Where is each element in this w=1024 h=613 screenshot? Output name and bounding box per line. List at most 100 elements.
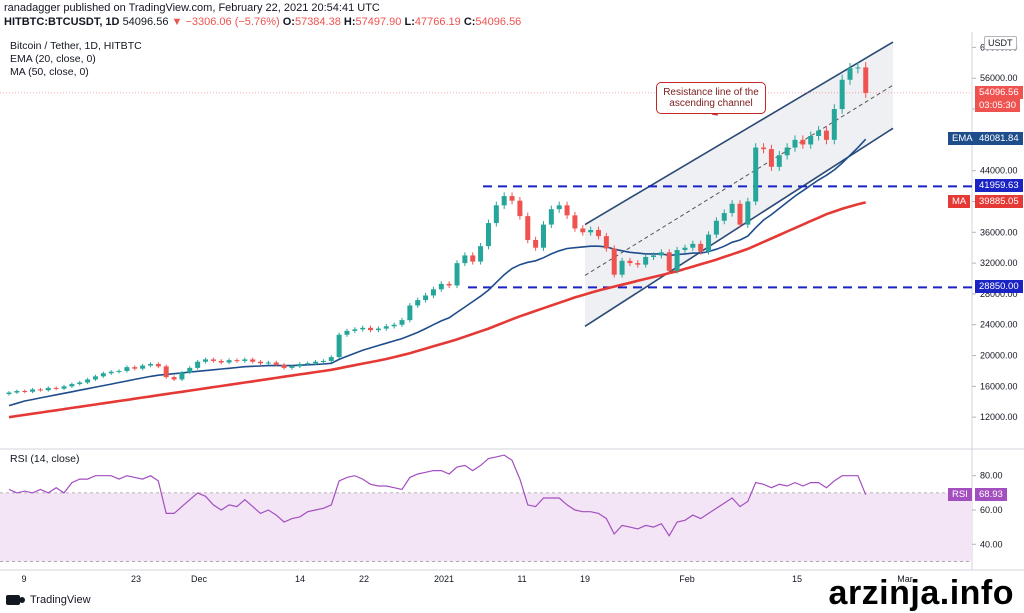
- ema-tag: EMA: [948, 132, 977, 146]
- candle-body: [761, 147, 767, 150]
- candle-body: [651, 255, 657, 257]
- candle-body: [548, 209, 554, 225]
- candle-body: [493, 205, 499, 224]
- candle-body: [423, 295, 429, 301]
- x-tick-label: Dec: [191, 574, 208, 584]
- candle-body: [265, 362, 271, 364]
- candle-body: [823, 130, 829, 140]
- candle-body: [698, 243, 704, 252]
- candle-body: [203, 359, 208, 362]
- candle-body: [226, 360, 232, 363]
- candle-body: [784, 147, 790, 156]
- candle-body: [478, 246, 484, 262]
- candle-body: [344, 330, 350, 335]
- candle-body: [124, 367, 130, 371]
- candle-body: [140, 365, 146, 369]
- candle-body: [375, 328, 381, 331]
- candle-body: [643, 256, 649, 265]
- channel-resistance-line: [584, 41, 894, 226]
- candle-body: [706, 234, 712, 252]
- close-value: 54096.56: [475, 16, 522, 28]
- candle-body: [92, 376, 98, 380]
- down-arrow-icon: ▼: [171, 16, 183, 28]
- last-price: 54096.56: [122, 16, 169, 28]
- candle-body: [588, 229, 594, 233]
- candle-body: [470, 255, 476, 262]
- high-key: H:: [343, 16, 356, 28]
- chart-canvas[interactable]: 12000.00 16000.00 20000.00 24000.00 28000.00…: [0, 0, 1024, 590]
- candle-body: [108, 371, 114, 374]
- candle-body: [682, 247, 688, 251]
- y-tick-label: 36000.00: [980, 227, 1018, 237]
- candle-body: [572, 215, 578, 229]
- candle-body: [116, 370, 122, 372]
- candle-body: [635, 263, 641, 265]
- y-tick-label: 44000.00: [980, 166, 1018, 176]
- candle-body: [360, 327, 366, 330]
- candle-body: [37, 389, 43, 391]
- candle-body: [171, 377, 177, 380]
- ma-price-label: 39885.05: [975, 195, 1023, 209]
- candle-body: [847, 68, 853, 80]
- rsi-legend[interactable]: RSI (14, close): [10, 453, 80, 465]
- candle-body: [674, 250, 680, 271]
- candle-body: [61, 386, 67, 389]
- candle-body: [808, 136, 814, 145]
- rsi-y-tick-label: 60.00: [980, 505, 1003, 515]
- candle-body: [619, 260, 625, 275]
- candle-body: [281, 364, 287, 368]
- currency-button[interactable]: USDT: [984, 36, 1017, 50]
- candle-body: [690, 243, 696, 248]
- y-tick-label: 56000.00: [980, 73, 1018, 83]
- candle-body: [462, 255, 468, 264]
- y-tick-label: 24000.00: [980, 320, 1018, 330]
- candle-body: [53, 387, 59, 389]
- candle-body: [313, 361, 319, 364]
- symbol-name[interactable]: HITBTC:BTCUSDT, 1D: [4, 16, 120, 28]
- annotation-callout: Resistance line of the ascending channel: [656, 82, 766, 114]
- ma-tag: MA: [948, 195, 971, 209]
- candle-body: [415, 300, 421, 306]
- rsi-y-tick-label: 80.00: [980, 471, 1003, 481]
- candle-body: [438, 283, 444, 290]
- candle-body: [45, 387, 51, 391]
- x-tick-label: 19: [580, 574, 590, 584]
- candle-body: [737, 203, 743, 225]
- tradingview-logo[interactable]: TradingView: [6, 594, 91, 606]
- low-value: 47766.19: [414, 16, 461, 28]
- ema-legend[interactable]: EMA (20, close, 0): [10, 53, 96, 65]
- candle-body: [596, 229, 601, 237]
- candle-body: [611, 248, 617, 275]
- x-tick-label: 15: [792, 574, 802, 584]
- candle-body: [863, 67, 869, 93]
- candle-body: [30, 389, 36, 392]
- candle-body: [533, 240, 539, 248]
- candle-body: [556, 205, 562, 210]
- ma-legend[interactable]: MA (50, close, 0): [10, 66, 89, 78]
- high-value: 57497.90: [355, 16, 402, 28]
- y-tick-label: 16000.00: [980, 381, 1018, 391]
- candle-body: [839, 79, 845, 110]
- price-change: −3306.06 (−5.76%): [185, 16, 280, 28]
- candle-body: [368, 327, 374, 331]
- support-price-label: 28850.00: [975, 280, 1023, 294]
- annotation-pointer: [711, 113, 719, 116]
- candle-body: [768, 149, 774, 167]
- x-tick-label: 9: [21, 574, 26, 584]
- y-tick-label: 12000.00: [980, 412, 1018, 422]
- candle-body: [85, 379, 91, 383]
- candle-body: [69, 384, 75, 387]
- rsi-tag: RSI: [948, 487, 972, 501]
- candle-body: [155, 364, 161, 367]
- publisher-line: ranadagger published on TradingView.com,…: [4, 2, 380, 14]
- resistance-price-label: 41959.63: [975, 179, 1023, 193]
- candle-body: [603, 236, 609, 249]
- candle-body: [6, 392, 12, 395]
- candle-body: [745, 201, 751, 225]
- candle-body: [258, 361, 264, 364]
- candle-body: [352, 329, 358, 331]
- candle-body: [540, 224, 546, 248]
- candle-body: [501, 196, 507, 206]
- candle-body: [147, 364, 153, 366]
- candle-body: [729, 203, 735, 214]
